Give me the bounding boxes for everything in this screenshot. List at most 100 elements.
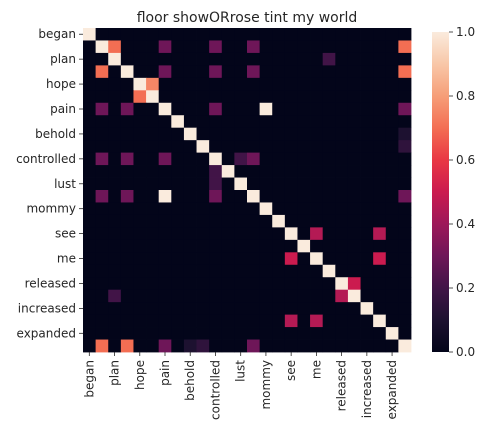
heatmap-cell	[158, 252, 172, 266]
heatmap-cell	[310, 152, 324, 166]
heatmap-cell	[209, 102, 223, 116]
heatmap-cell	[83, 127, 97, 141]
heatmap-cell	[272, 314, 286, 328]
heatmap-cell	[196, 202, 210, 216]
heatmap-cell	[322, 202, 336, 216]
heatmap-cell	[209, 327, 223, 340]
heatmap-cell	[120, 190, 134, 203]
heatmap-cell	[209, 152, 223, 166]
heatmap-cell	[310, 177, 324, 191]
heatmap-cell	[108, 264, 122, 278]
heatmap-cell	[297, 65, 311, 79]
heatmap-cell	[183, 165, 197, 178]
heatmap-cell	[385, 40, 399, 54]
heatmap-cell	[133, 152, 147, 166]
heatmap-cell	[360, 52, 374, 66]
heatmap-cell	[272, 165, 286, 178]
heatmap-cell	[284, 214, 298, 228]
heatmap-cell	[146, 339, 160, 353]
heatmap-cell	[347, 327, 361, 340]
heatmap-cell	[310, 252, 324, 266]
heatmap-cell	[133, 327, 147, 340]
heatmap-cell	[120, 314, 134, 328]
heatmap-cell	[284, 115, 298, 129]
heatmap-cell	[133, 165, 147, 178]
heatmap-cell	[196, 127, 210, 141]
heatmap-cell	[234, 177, 248, 191]
heatmap-cell	[221, 40, 235, 54]
heatmap-cell	[297, 302, 311, 316]
heatmap-cell	[322, 165, 336, 178]
heatmap-cell	[108, 90, 122, 104]
heatmap-cell	[335, 115, 349, 129]
heatmap-cell	[360, 314, 374, 328]
heatmap-cell	[209, 264, 223, 278]
heatmap-cell	[297, 177, 311, 191]
heatmap-cell	[259, 214, 273, 228]
x-tick-label: controlled	[208, 360, 222, 420]
heatmap-cell	[196, 115, 210, 129]
heatmap-cell	[209, 214, 223, 228]
heatmap-cell	[373, 190, 387, 203]
heatmap-cell	[171, 214, 185, 228]
heatmap-cell	[146, 52, 160, 66]
heatmap-cell	[171, 28, 185, 41]
heatmap-cell	[335, 28, 349, 41]
heatmap-cell	[171, 115, 185, 129]
heatmap-cell	[146, 314, 160, 328]
heatmap-cell	[347, 177, 361, 191]
heatmap-cell	[120, 239, 134, 253]
heatmap-cell	[259, 277, 273, 291]
heatmap-cell	[247, 302, 261, 316]
heatmap-cell	[322, 264, 336, 278]
heatmap-cell	[347, 314, 361, 328]
heatmap-cell	[120, 65, 134, 79]
heatmap-cell	[183, 277, 197, 291]
heatmap-cell	[297, 152, 311, 166]
heatmap-cell	[385, 277, 399, 291]
heatmap-cell	[95, 252, 109, 266]
heatmap-cell	[385, 28, 399, 41]
heatmap-cell	[83, 202, 97, 216]
heatmap-cell	[209, 239, 223, 253]
heatmap-cell	[108, 190, 122, 203]
heatmap-cell	[234, 102, 248, 116]
y-tick-label: expanded	[17, 326, 76, 340]
heatmap-cell	[234, 65, 248, 79]
colorbar-tick-label: 1.0	[456, 25, 475, 39]
heatmap-cell	[209, 140, 223, 154]
heatmap-cell	[272, 115, 286, 129]
heatmap-cell	[120, 177, 134, 191]
heatmap-cell	[247, 152, 261, 166]
heatmap-cell	[183, 252, 197, 266]
heatmap-cell	[133, 52, 147, 66]
heatmap-cell	[310, 190, 324, 203]
heatmap-cell	[234, 314, 248, 328]
heatmap-cell	[322, 28, 336, 41]
heatmap-cell	[272, 40, 286, 54]
heatmap-cell	[347, 127, 361, 141]
y-tick-label: increased	[18, 301, 76, 315]
heatmap-cell	[310, 239, 324, 253]
heatmap-cell	[310, 77, 324, 91]
heatmap-cell	[373, 165, 387, 178]
heatmap-cell	[347, 152, 361, 166]
heatmap-cell	[347, 214, 361, 228]
heatmap-cell	[108, 127, 122, 141]
heatmap-cell	[398, 127, 412, 141]
heatmap-cell	[373, 90, 387, 104]
heatmap-cell	[272, 152, 286, 166]
heatmap-cell	[398, 90, 412, 104]
heatmap-cell	[234, 165, 248, 178]
heatmap-cell	[310, 28, 324, 41]
heatmap-cell	[322, 127, 336, 141]
heatmap-cell	[247, 90, 261, 104]
heatmap-cell	[209, 40, 223, 54]
heatmap-cell	[158, 140, 172, 154]
heatmap-cell	[221, 115, 235, 129]
heatmap-cell	[284, 302, 298, 316]
heatmap-cell	[146, 302, 160, 316]
heatmap-cell	[234, 127, 248, 141]
heatmap-cell	[310, 214, 324, 228]
heatmap-cell	[297, 339, 311, 353]
